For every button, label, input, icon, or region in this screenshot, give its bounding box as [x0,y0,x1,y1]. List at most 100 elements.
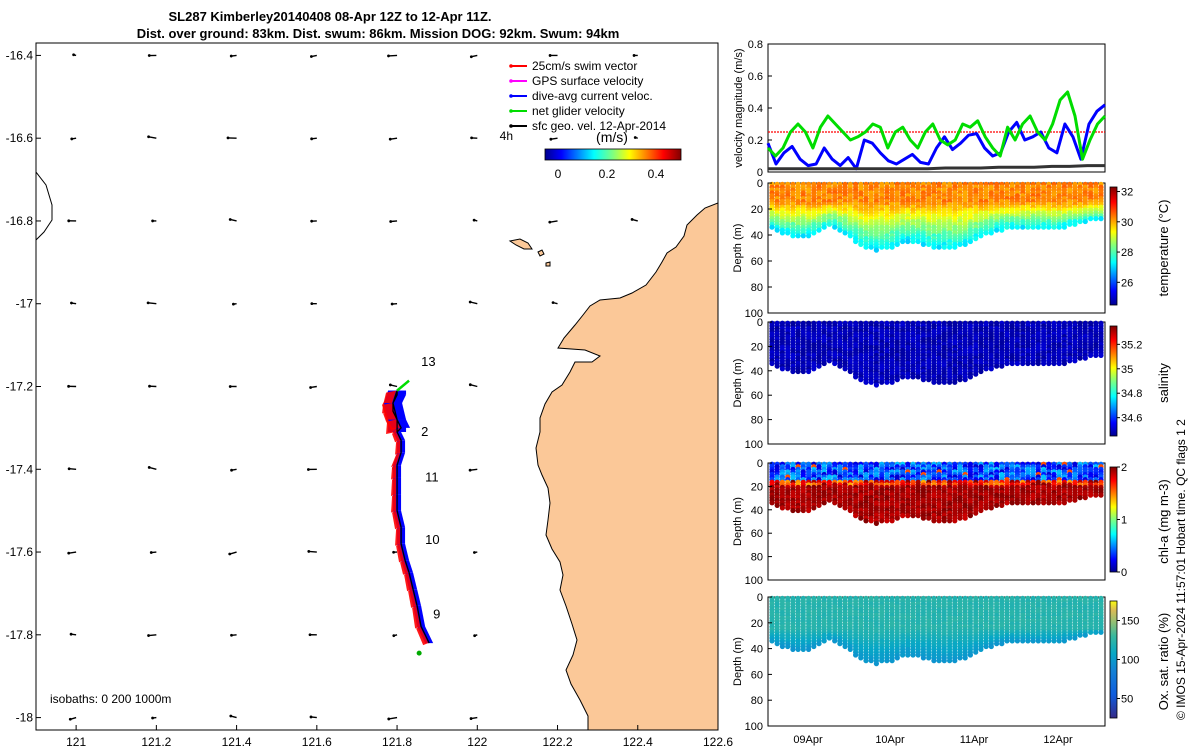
section-sample [1077,355,1083,361]
day-label: 10 [425,532,439,547]
section-sample [779,366,786,372]
section-sample [905,374,911,380]
swim-swath [408,589,417,608]
geo-arrow-head [392,550,396,554]
legend-swatch-head [509,64,513,68]
section-sample [973,371,979,377]
swim-swath [383,390,397,406]
section-sample [806,368,812,375]
section-sample [769,638,775,644]
section-sample [795,368,801,375]
section-sample [863,518,869,524]
section-sample [973,649,979,655]
section-sample [910,374,916,380]
section-sample [994,227,1000,233]
geo-arrow-head [68,717,72,721]
swim-swath [395,440,401,455]
legend-swatch-head [509,79,513,83]
section-sample [842,230,848,236]
section-sample [1072,497,1078,503]
map-ytick-label: -16.4 [6,48,34,62]
geo-arrow-head [468,468,472,472]
section-sample [900,652,906,658]
section-sample [795,646,801,653]
geo-arrow-head [151,716,154,720]
geo-arrow-head [147,634,150,637]
section-sample [978,507,984,514]
geo-arrow-head [228,552,232,556]
geo-arrow-head [473,634,477,638]
section-sample [863,658,869,664]
section-sample [1035,638,1041,644]
section-sample [1046,224,1052,230]
velocity-ytick-label: 0.6 [748,71,763,83]
geo-arrow-head [308,633,312,637]
section-sample [1088,352,1094,358]
section-ytick-label: 60 [751,390,763,402]
section-ytick-label: 0 [757,458,763,470]
section-sample [1088,492,1094,498]
section-ytick-label: 40 [751,230,763,242]
colorbar-tick-label: 28 [1121,247,1133,259]
section-ytick-label: 0 [757,178,763,190]
net-velocity-arrow [396,379,410,392]
section-sample [926,377,932,383]
section-sample [837,641,843,647]
section-sample [785,366,791,372]
geo-arrow-head [469,717,473,720]
section-ytick-label: 60 [751,256,763,268]
section-sample [811,366,817,372]
section-sample [774,363,780,369]
section-sample [931,518,937,524]
section-sample [873,661,880,667]
section-sample [790,507,796,514]
swim-swath [396,543,405,563]
section-sample [1098,492,1104,498]
section-sample [847,507,853,514]
section-sample [1004,500,1010,506]
velocity-ytick-label: 0.2 [748,135,763,147]
section-sample [1098,216,1104,222]
section-sample [853,238,859,245]
section-sample [863,379,869,385]
section-sample [873,382,880,388]
section-sample [1025,360,1031,367]
section-sample [910,238,916,245]
section-sample [1082,495,1088,501]
section-sample [910,652,916,658]
section-sample [1061,638,1067,644]
swim-swath [391,477,397,497]
geo-arrow-head [388,137,392,141]
island-group [508,238,533,250]
section-sample [1046,360,1052,367]
section-sample [800,646,806,653]
section-sample [1061,224,1067,230]
section-sample [1067,358,1073,364]
section-sample [999,363,1005,369]
section-sample [1009,224,1015,230]
section-sample [900,513,906,519]
section-sample [1067,497,1073,503]
section-sample [853,652,859,658]
section-sample [795,507,801,514]
geo-arrow-head [148,384,151,388]
time-marker-label: 4h [500,129,513,143]
geo-arrow-head [468,383,472,387]
section-sample [790,233,796,239]
section-ytick-label: 20 [751,341,763,353]
section-sample [1030,500,1036,506]
colorbar-tick-label: 1 [1121,515,1127,527]
swim-swath [391,452,401,468]
section-sample [931,379,937,385]
geo-arrow-head [147,54,151,57]
section-sample [926,515,932,521]
section-sample [962,377,968,383]
section-sample [1014,360,1021,367]
section-sample [800,233,806,239]
colorbar-tick-label: 34.8 [1121,388,1142,400]
section-sample [926,241,932,247]
velocity-ytick-label: 0.4 [748,103,763,115]
section-sample [973,236,979,242]
